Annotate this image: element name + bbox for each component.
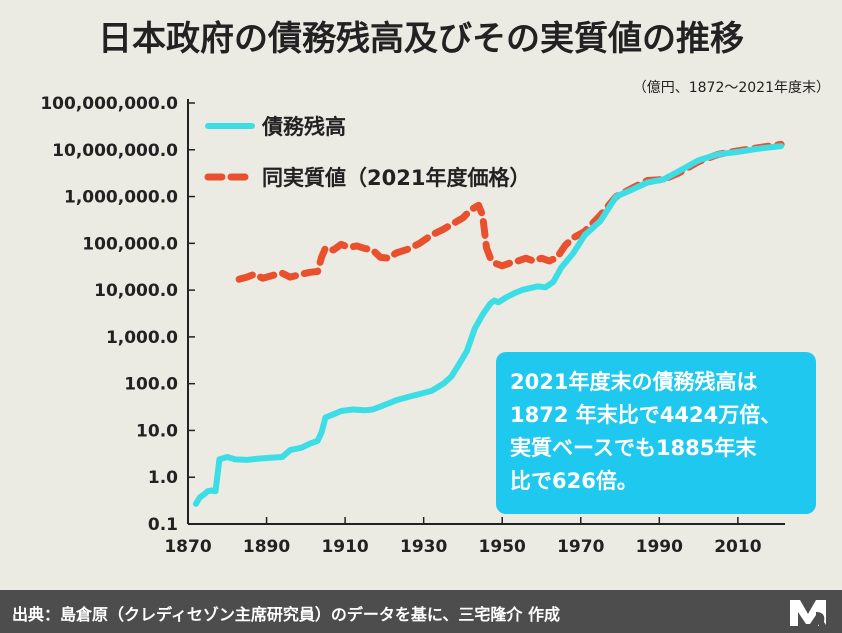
y-tick-label: 100,000.0: [82, 234, 178, 254]
annotation-line-4: 比で626倍。: [510, 469, 638, 493]
series-line-real: [235, 140, 785, 283]
chart: 日本政府の債務残高及びその実質値の推移 （億円、1872〜2021年度末） 0.…: [40, 19, 830, 557]
legend-label-real: 同実質値（2021年度価格）: [262, 166, 530, 190]
x-tick-label: 1890: [243, 537, 290, 557]
axes: 0.1 1.0 10.0 100.0 1,000.0 10,000.0 100,000.0 1…: [40, 94, 785, 557]
unit-note: （億円、1872〜2021年度末）: [633, 80, 830, 96]
x-tick-label: 1990: [636, 537, 683, 557]
chart-title: 日本政府の債務残高及びその実質値の推移: [98, 19, 744, 59]
x-tick-label: 1970: [557, 537, 604, 557]
source-credit: 出典：島倉原（クレディセゾン主席研究員）のデータを基に、三宅隆介 作成: [12, 605, 560, 624]
y-tick-label: 10,000,000.0: [52, 141, 178, 161]
brand-logo-icon: [790, 600, 828, 628]
y-tick-label: 100,000,000.0: [40, 94, 178, 114]
y-tick-label: 10.0: [136, 421, 178, 441]
annotation-line-2: 1872 年末比で4424万倍、: [510, 403, 782, 427]
y-tick-label: 0.1: [148, 515, 178, 535]
legend: 債務残高 同実質値（2021年度価格）: [204, 115, 530, 190]
y-tick-label: 1,000,000.0: [64, 188, 178, 208]
y-tick-label: 100.0: [124, 375, 178, 395]
y-tick-label: 1.0: [148, 468, 178, 488]
x-tick-label: 1910: [321, 537, 368, 557]
x-tick-label: 1950: [479, 537, 526, 557]
x-tick-label: 1930: [400, 537, 447, 557]
x-tick-label: 1870: [164, 537, 211, 557]
y-tick-label: 1,000.0: [106, 328, 178, 348]
annotation-line-3: 実質ベースでも1885年末: [510, 436, 757, 460]
annotation-line-1: 2021年度末の債務残高は: [510, 370, 758, 394]
footer-bar: 出典：島倉原（クレディセゾン主席研究員）のデータを基に、三宅隆介 作成: [0, 590, 842, 633]
legend-label-debt: 債務残高: [261, 115, 346, 139]
x-tick-label: 2010: [714, 537, 761, 557]
series-layer: [192, 140, 785, 507]
y-tick-label: 10,000.0: [94, 281, 178, 301]
series-line-debt: [192, 143, 785, 507]
annotation-box: 2021年度末の債務残高は 1872 年末比で4424万倍、 実質ベースでも18…: [496, 352, 816, 514]
